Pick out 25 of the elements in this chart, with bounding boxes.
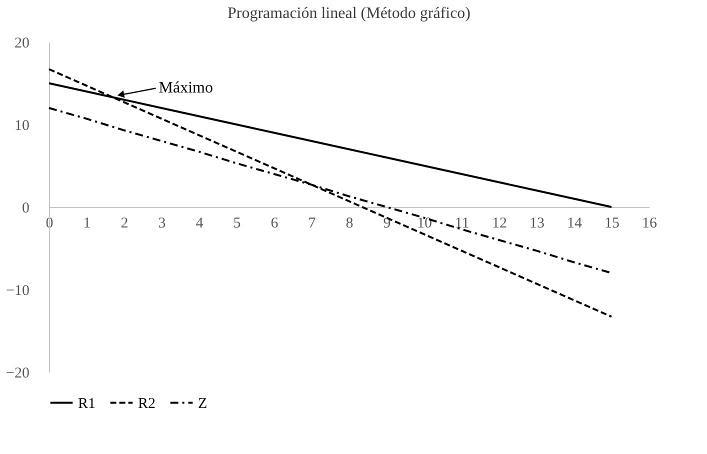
- x-tick-label: 11: [454, 216, 470, 232]
- x-tick-label: 16: [642, 216, 658, 232]
- chart-title: Programación lineal (Método gráfico): [227, 5, 471, 22]
- legend-label: Z: [198, 396, 208, 412]
- y-tick-label: 10: [14, 118, 30, 134]
- y-tick-label: 20: [14, 36, 30, 52]
- x-tick-label: 15: [604, 216, 620, 232]
- x-tick-label: 3: [158, 216, 166, 232]
- x-tick-label: 13: [530, 216, 544, 232]
- x-tick-label: 0: [46, 216, 54, 232]
- y-tick-label: −20: [6, 366, 30, 382]
- x-tick-label: 8: [346, 216, 354, 232]
- x-tick-label: 12: [492, 216, 507, 232]
- x-tick-label: 5: [233, 216, 241, 232]
- y-tick-label: 0: [22, 200, 30, 216]
- x-tick-label: 4: [196, 216, 204, 232]
- annotation: Máximo: [158, 79, 213, 96]
- legend-label: R2: [138, 396, 156, 412]
- x-tick-label: 14: [567, 216, 582, 232]
- x-tick-label: 1: [83, 216, 91, 232]
- y-tick-label: −10: [6, 283, 30, 299]
- x-tick-label: 6: [270, 216, 279, 232]
- legend-label: R1: [78, 396, 96, 412]
- x-tick-label: 2: [120, 216, 128, 232]
- x-tick-label: 7: [308, 216, 316, 232]
